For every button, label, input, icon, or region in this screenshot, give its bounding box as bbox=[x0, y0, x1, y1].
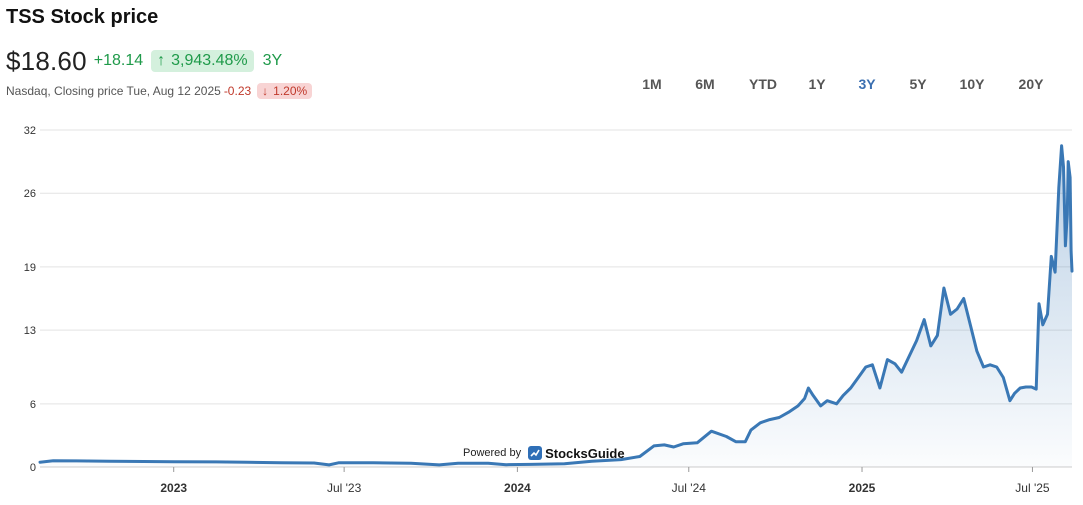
range-button-6m[interactable]: 6M bbox=[695, 76, 715, 92]
change-percent-badge: ↑ 3,943.48% bbox=[151, 50, 254, 72]
range-button-1m[interactable]: 1M bbox=[642, 76, 662, 92]
exchange-closing-line: Nasdaq, Closing price Tue, Aug 12 2025 bbox=[6, 84, 221, 98]
stocksguide-logo-icon bbox=[528, 446, 543, 460]
day-change-percent-value: 1.20% bbox=[273, 84, 308, 98]
price-change: +18.14 bbox=[93, 52, 144, 69]
range-button-3y[interactable]: 3Y bbox=[858, 76, 876, 92]
y-tick-label: 26 bbox=[24, 188, 36, 200]
current-price: $18.60 bbox=[6, 45, 87, 76]
range-button-1y[interactable]: 1Y bbox=[808, 76, 826, 92]
range-button-20y[interactable]: 20Y bbox=[1018, 76, 1044, 92]
x-tick-label: 2023 bbox=[160, 481, 187, 495]
price-row: $18.60 +18.14 ↑ 3,943.48% 3Y bbox=[6, 44, 282, 78]
arrow-down-icon: ↓ bbox=[262, 84, 269, 98]
powered-by-text: Powered by bbox=[463, 447, 522, 459]
day-change-percent-badge: ↓ 1.20% bbox=[257, 83, 313, 99]
page-title: TSS Stock price bbox=[6, 6, 159, 28]
change-percent-value: 3,943.48% bbox=[171, 52, 248, 69]
x-tick-label: Jul '23 bbox=[327, 481, 362, 495]
x-tick-label: 2024 bbox=[504, 481, 531, 495]
x-tick-label: 2025 bbox=[849, 481, 876, 495]
range-button-5y[interactable]: 5Y bbox=[909, 76, 927, 92]
y-tick-label: 13 bbox=[24, 325, 36, 337]
y-tick-label: 32 bbox=[24, 125, 36, 137]
day-change: -0.23 bbox=[223, 84, 252, 98]
y-tick-label: 6 bbox=[30, 399, 36, 411]
arrow-up-icon: ↑ bbox=[157, 52, 166, 69]
stocksguide-brand: StocksGuide bbox=[545, 445, 625, 461]
closing-info: Nasdaq, Closing price Tue, Aug 12 2025 -… bbox=[6, 82, 313, 100]
x-tick-label: Jul '24 bbox=[672, 481, 707, 495]
x-tick-label: Jul '25 bbox=[1015, 481, 1050, 495]
y-tick-label: 19 bbox=[24, 262, 36, 274]
time-range-selector: 1M 6M YTD 1Y 3Y 5Y 10Y 20Y bbox=[642, 76, 1083, 96]
y-tick-label: 0 bbox=[30, 462, 36, 474]
period-label: 3Y bbox=[262, 52, 283, 69]
price-area bbox=[40, 145, 1072, 468]
range-button-10y[interactable]: 10Y bbox=[959, 76, 985, 92]
price-line bbox=[38, 144, 1074, 467]
range-button-ytd[interactable]: YTD bbox=[749, 76, 777, 92]
powered-by-watermark: Powered by StocksGuide bbox=[463, 445, 625, 461]
